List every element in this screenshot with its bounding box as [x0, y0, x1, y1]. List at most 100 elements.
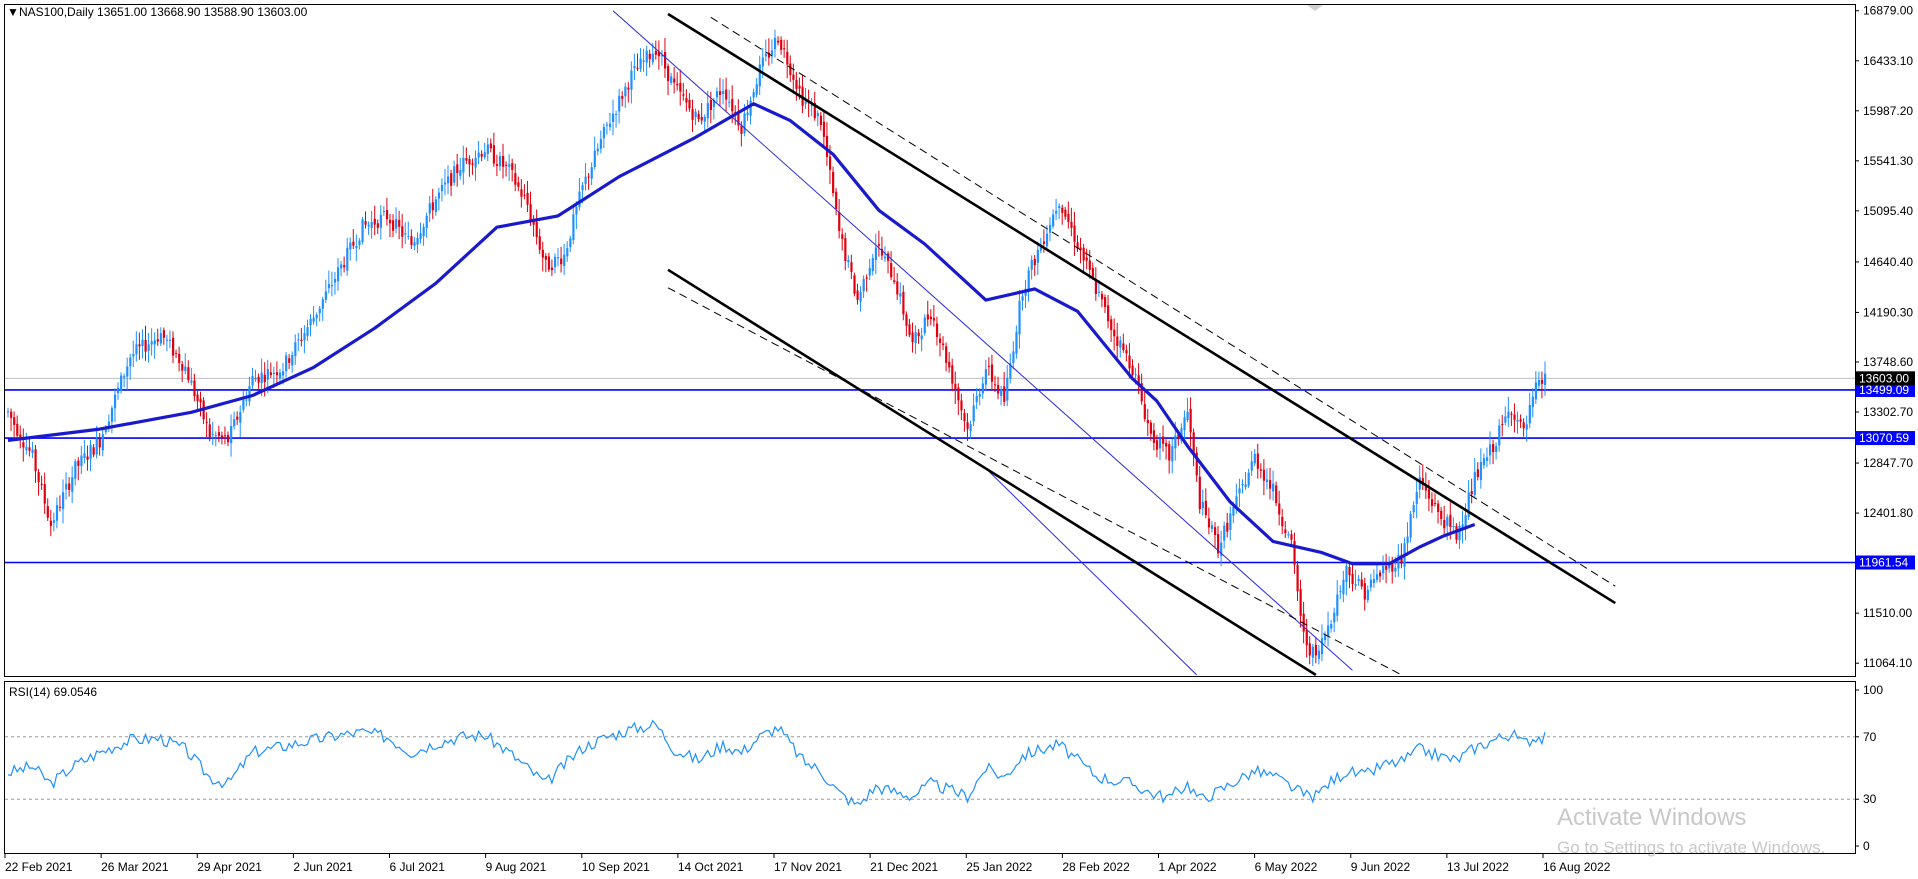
- candle[interactable]: [83, 439, 86, 464]
- candle[interactable]: [1519, 414, 1522, 428]
- candle[interactable]: [566, 241, 569, 262]
- candle[interactable]: [1296, 560, 1299, 601]
- candle[interactable]: [535, 209, 538, 245]
- candle[interactable]: [492, 132, 496, 167]
- candle[interactable]: [1003, 371, 1006, 407]
- candle[interactable]: [86, 445, 89, 471]
- candle[interactable]: [1265, 468, 1269, 490]
- candle[interactable]: [935, 316, 939, 346]
- candle[interactable]: [679, 69, 682, 106]
- candle[interactable]: [355, 234, 358, 262]
- candle[interactable]: [1103, 294, 1107, 313]
- candle[interactable]: [502, 143, 505, 179]
- candle[interactable]: [1155, 434, 1159, 458]
- rsi-line[interactable]: [7, 719, 1546, 807]
- candle[interactable]: [343, 256, 346, 273]
- candle[interactable]: [330, 271, 334, 297]
- candle[interactable]: [697, 110, 700, 123]
- candle[interactable]: [358, 238, 361, 250]
- candle[interactable]: [688, 93, 691, 112]
- candle[interactable]: [945, 342, 948, 372]
- candle[interactable]: [1027, 266, 1030, 302]
- candle[interactable]: [450, 169, 453, 196]
- candle[interactable]: [495, 154, 499, 177]
- rsi-plot-area[interactable]: [5, 719, 1855, 807]
- candle[interactable]: [1372, 569, 1376, 588]
- candle[interactable]: [572, 206, 575, 245]
- candle[interactable]: [685, 89, 688, 112]
- candle[interactable]: [587, 173, 590, 190]
- candle[interactable]: [932, 304, 936, 327]
- candle[interactable]: [416, 232, 419, 253]
- candle[interactable]: [248, 376, 251, 407]
- candle[interactable]: [489, 138, 492, 153]
- candle[interactable]: [560, 246, 563, 273]
- candle[interactable]: [942, 336, 945, 351]
- candle[interactable]: [737, 99, 740, 131]
- candle[interactable]: [1152, 423, 1156, 451]
- candle[interactable]: [483, 142, 486, 160]
- candle[interactable]: [181, 361, 184, 383]
- candle[interactable]: [367, 221, 370, 235]
- candle[interactable]: [755, 78, 758, 98]
- candle[interactable]: [660, 49, 664, 66]
- candle[interactable]: [199, 391, 202, 417]
- candle[interactable]: [1045, 225, 1049, 251]
- candle[interactable]: [636, 53, 639, 71]
- candle[interactable]: [914, 325, 917, 354]
- candle[interactable]: [401, 214, 404, 249]
- candle[interactable]: [1061, 204, 1064, 225]
- candle[interactable]: [783, 39, 786, 58]
- candle[interactable]: [608, 112, 612, 131]
- candle[interactable]: [370, 211, 373, 239]
- candle[interactable]: [349, 237, 352, 261]
- candle[interactable]: [251, 367, 254, 389]
- candle[interactable]: [1247, 468, 1250, 489]
- candle[interactable]: [526, 180, 529, 213]
- candle[interactable]: [407, 221, 410, 240]
- candle[interactable]: [1284, 521, 1287, 539]
- median-line-1[interactable]: [985, 468, 1198, 676]
- candle[interactable]: [1055, 198, 1058, 221]
- candle[interactable]: [31, 441, 34, 459]
- candle[interactable]: [113, 388, 117, 423]
- candle[interactable]: [364, 211, 367, 229]
- candle[interactable]: [1119, 336, 1122, 358]
- candle[interactable]: [340, 261, 343, 277]
- candle[interactable]: [1327, 611, 1330, 647]
- candle[interactable]: [254, 369, 257, 382]
- candle[interactable]: [1345, 562, 1348, 596]
- candle[interactable]: [440, 178, 444, 202]
- moving-average-line[interactable]: [7, 102, 1476, 566]
- candle[interactable]: [1544, 361, 1547, 396]
- candle[interactable]: [1323, 631, 1327, 645]
- candle[interactable]: [1116, 322, 1119, 360]
- candle[interactable]: [1015, 325, 1018, 359]
- candle[interactable]: [431, 188, 434, 220]
- candle[interactable]: [938, 333, 942, 357]
- candle[interactable]: [624, 82, 627, 108]
- candle[interactable]: [920, 327, 923, 352]
- candle[interactable]: [865, 274, 868, 292]
- candle[interactable]: [746, 99, 749, 121]
- candle[interactable]: [841, 228, 844, 251]
- candle[interactable]: [1470, 478, 1473, 504]
- candle[interactable]: [972, 393, 975, 427]
- candle[interactable]: [1299, 579, 1302, 628]
- candle[interactable]: [822, 111, 826, 149]
- candle[interactable]: [117, 382, 120, 400]
- candle[interactable]: [749, 96, 752, 125]
- candle[interactable]: [1201, 489, 1204, 516]
- candle[interactable]: [1094, 267, 1098, 301]
- candle[interactable]: [511, 158, 514, 182]
- candle[interactable]: [1351, 562, 1354, 592]
- candle[interactable]: [1513, 403, 1516, 433]
- candle[interactable]: [1290, 530, 1293, 546]
- candle[interactable]: [853, 272, 856, 297]
- candle[interactable]: [596, 143, 599, 156]
- candle[interactable]: [141, 329, 144, 359]
- candle[interactable]: [1537, 371, 1541, 389]
- candle[interactable]: [969, 420, 972, 439]
- candle[interactable]: [648, 49, 651, 68]
- candle[interactable]: [352, 229, 355, 250]
